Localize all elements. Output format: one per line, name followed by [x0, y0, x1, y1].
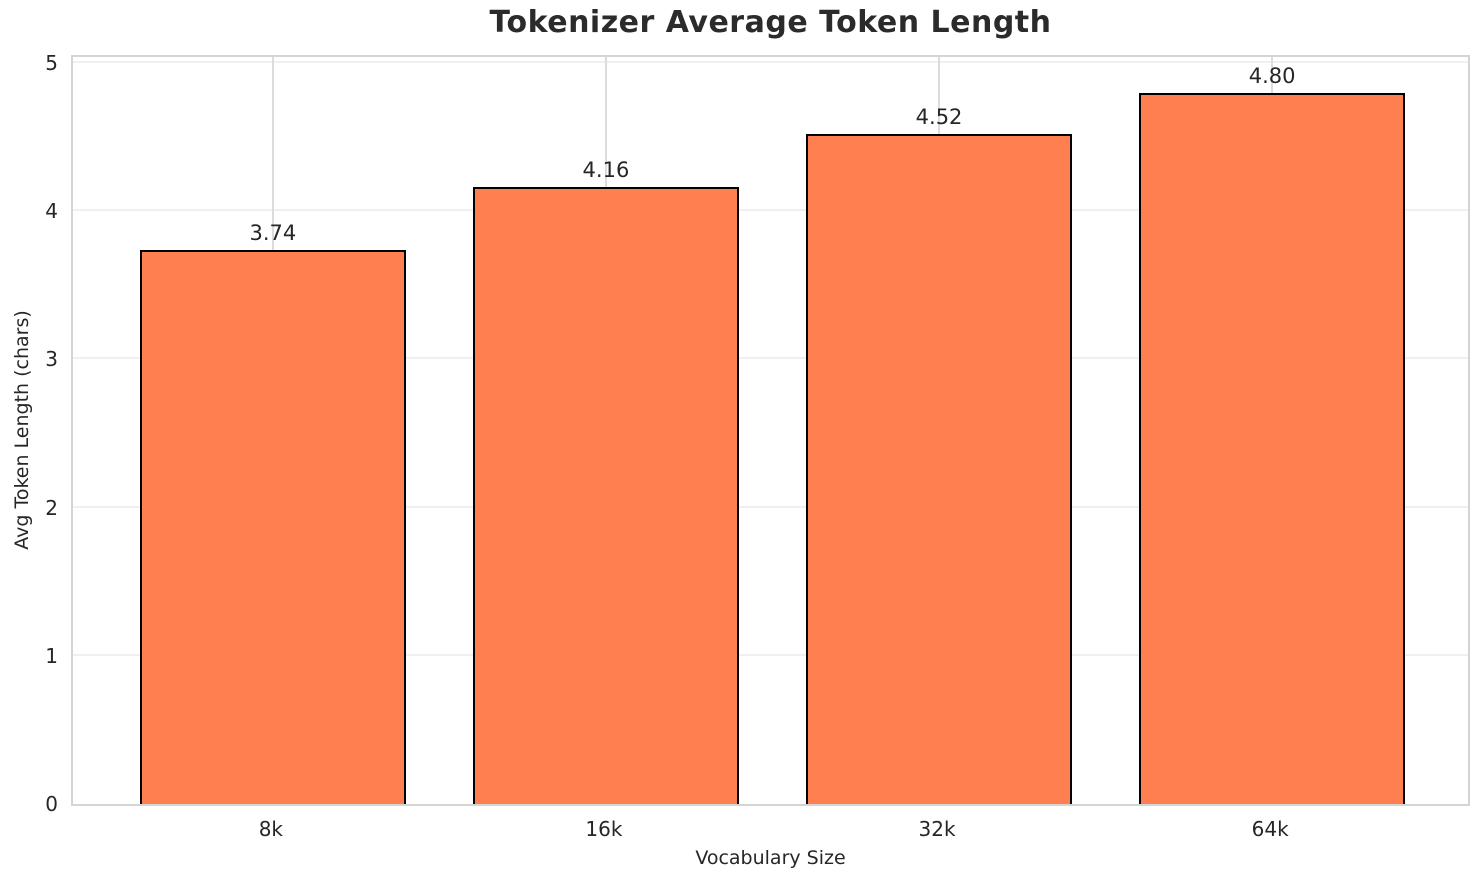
bar-32k: [805, 134, 1073, 804]
x-tick-label: 16k: [585, 817, 623, 841]
bar-value-label: 4.16: [582, 158, 630, 183]
bar-value-label: 3.74: [249, 220, 297, 245]
bar-value-label: 4.52: [915, 105, 963, 130]
bar-64k: [1138, 92, 1406, 804]
x-tick-label: 8k: [258, 817, 283, 841]
gridline-horizontal: [73, 505, 1468, 508]
x-axis-label: Vocabulary Size: [695, 847, 846, 869]
y-tick-label: 2: [45, 495, 58, 520]
chart-title: Tokenizer Average Token Length: [489, 5, 1052, 40]
bar-value-label: 4.80: [1248, 63, 1296, 88]
y-tick-label: 5: [45, 50, 58, 75]
gridline-horizontal: [73, 357, 1468, 360]
y-tick-label: 0: [45, 792, 58, 816]
x-tick-label: 64k: [1251, 817, 1289, 841]
gridline-horizontal: [73, 60, 1468, 63]
y-tick-label: 4: [45, 199, 58, 224]
bar-16k: [472, 187, 740, 804]
plot-area: 3.74 4.16 4.52 4.80: [71, 55, 1470, 806]
gridline-horizontal: [73, 653, 1468, 656]
x-tick-label: 32k: [918, 817, 956, 841]
gridline-horizontal: [73, 209, 1468, 212]
y-tick-label: 3: [45, 347, 58, 372]
bar-8k: [139, 249, 407, 804]
y-tick-label: 1: [45, 643, 58, 668]
y-axis-label: Avg Token Length (chars): [11, 310, 33, 550]
